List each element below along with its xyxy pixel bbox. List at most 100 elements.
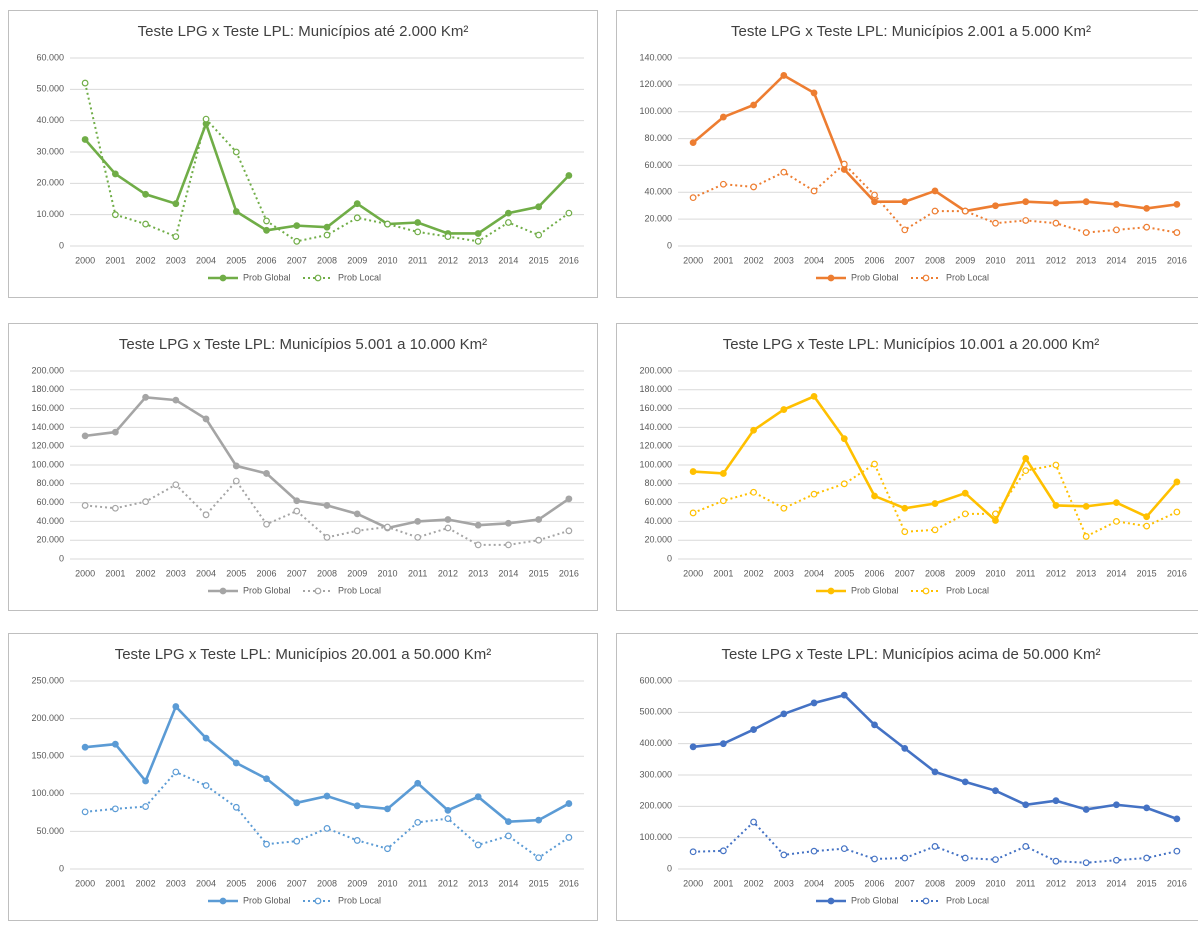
legend-label: Prob Global: [851, 272, 899, 282]
data-point: [992, 219, 999, 227]
data-point: [931, 526, 939, 534]
x-tick-label: 2009: [955, 255, 975, 265]
data-point: [81, 502, 89, 509]
y-tick-label: 30.000: [36, 146, 64, 156]
data-point: [992, 510, 999, 518]
y-tick-label: 40.000: [644, 516, 672, 526]
data-point: [353, 214, 361, 222]
chart-title: Teste LPG x Teste LPL: Municípios até 2.…: [138, 23, 469, 40]
data-point: [1143, 854, 1151, 862]
data-point: [901, 528, 909, 536]
data-point: [474, 521, 482, 529]
data-point: [565, 209, 573, 217]
legend-label: Prob Global: [243, 895, 291, 905]
y-tick-label: 20.000: [36, 178, 64, 188]
data-point: [81, 136, 89, 143]
data-point: [323, 792, 331, 800]
y-tick-label: 400.000: [639, 738, 672, 748]
chart-title: Teste LPG x Teste LPL: Municípios 5.001 …: [119, 336, 487, 353]
series-line: [693, 820, 1178, 864]
data-point: [810, 89, 818, 97]
data-point: [293, 507, 301, 515]
legend-marker: [314, 897, 322, 905]
x-tick-label: 2004: [196, 878, 216, 888]
data-point: [142, 190, 149, 198]
data-point: [474, 793, 482, 801]
x-tick-label: 2004: [804, 878, 824, 888]
legend-marker: [314, 587, 322, 595]
y-tick-label: 50.000: [36, 826, 64, 836]
x-tick-label: 2000: [683, 255, 703, 265]
x-tick-label: 2009: [955, 878, 975, 888]
data-point: [1082, 502, 1090, 510]
data-point: [323, 502, 331, 509]
data-point: [871, 492, 878, 500]
data-point: [1082, 859, 1090, 867]
x-tick-label: 2014: [498, 255, 518, 265]
x-tick-label: 2003: [774, 568, 794, 578]
data-point: [111, 504, 119, 512]
data-point: [232, 759, 240, 767]
data-point: [689, 468, 697, 475]
x-tick-label: 2014: [498, 568, 518, 578]
x-tick-label: 2007: [287, 878, 307, 888]
data-point: [535, 536, 543, 544]
x-tick-label: 2008: [317, 255, 337, 265]
data-point: [474, 841, 482, 849]
x-tick-label: 2015: [529, 255, 549, 265]
y-tick-label: 250.000: [31, 675, 64, 685]
data-point: [142, 498, 149, 506]
data-point: [1082, 198, 1090, 206]
data-point: [719, 113, 727, 121]
data-point: [81, 432, 89, 440]
y-tick-label: 50.000: [36, 84, 64, 94]
data-point: [172, 396, 180, 404]
y-tick-label: 0: [667, 553, 672, 563]
legend-marker: [219, 897, 227, 905]
data-point: [901, 854, 909, 862]
y-tick-label: 200.000: [639, 801, 672, 811]
y-tick-label: 200.000: [639, 365, 672, 375]
x-tick-label: 2014: [1106, 878, 1126, 888]
data-point: [293, 222, 301, 230]
data-point: [780, 72, 788, 79]
data-point: [81, 743, 89, 751]
data-point: [81, 79, 89, 87]
x-tick-label: 2003: [166, 878, 186, 888]
data-point: [1173, 508, 1181, 516]
data-point: [172, 200, 180, 208]
data-point: [750, 183, 757, 191]
data-point: [871, 721, 878, 729]
y-tick-label: 0: [667, 863, 672, 873]
data-point: [263, 226, 270, 234]
legend-label: Prob Local: [338, 895, 381, 905]
data-point: [142, 220, 149, 228]
x-tick-label: 2005: [834, 878, 854, 888]
y-tick-label: 80.000: [36, 478, 64, 488]
x-tick-label: 2015: [1137, 878, 1157, 888]
x-tick-label: 2011: [408, 255, 427, 265]
data-point: [263, 217, 270, 225]
chart-title: Teste LPG x Teste LPL: Municípios 2.001 …: [731, 23, 1091, 40]
data-point: [414, 533, 422, 541]
x-tick-label: 2007: [895, 255, 915, 265]
data-point: [1052, 199, 1060, 207]
x-tick-label: 2012: [438, 878, 458, 888]
data-point: [1022, 455, 1030, 462]
x-tick-label: 2016: [1167, 878, 1187, 888]
data-point: [232, 462, 240, 470]
data-point: [1113, 200, 1120, 208]
x-tick-label: 2012: [438, 568, 458, 578]
data-point: [1082, 533, 1090, 540]
data-point: [810, 392, 818, 400]
x-tick-label: 2008: [925, 878, 945, 888]
y-tick-label: 300.000: [639, 769, 672, 779]
legend-marker: [827, 587, 835, 595]
data-point: [1143, 223, 1151, 231]
data-point: [1022, 801, 1030, 809]
x-tick-label: 2006: [257, 568, 277, 578]
data-point: [323, 223, 331, 231]
data-point: [353, 527, 361, 535]
data-point: [263, 470, 270, 477]
x-tick-label: 2008: [925, 568, 945, 578]
